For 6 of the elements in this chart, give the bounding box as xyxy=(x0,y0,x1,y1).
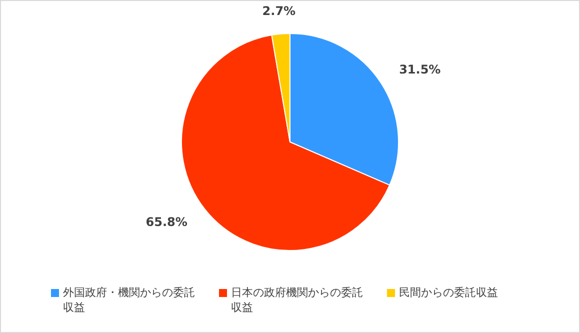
data-label: 31.5% xyxy=(399,62,441,76)
data-label: 2.7% xyxy=(262,4,296,18)
legend-label: 民間からの委託収益 xyxy=(399,285,498,300)
legend-label: 外国政府・機関からの委託収益 xyxy=(63,285,196,315)
legend-label: 日本の政府機関からの委託収益 xyxy=(231,285,364,315)
data-label: 65.8% xyxy=(146,214,188,229)
